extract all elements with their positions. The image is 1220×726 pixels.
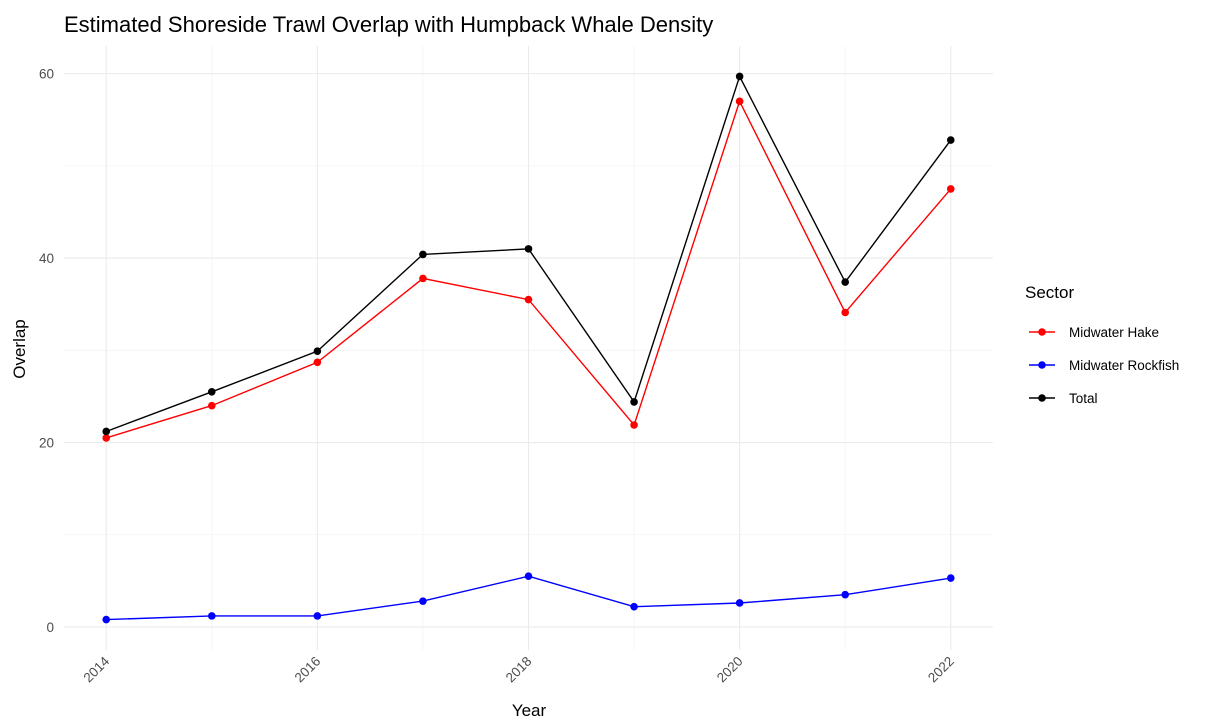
data-point[interactable] <box>313 347 322 356</box>
data-point[interactable] <box>419 274 427 283</box>
x-tick-label: 2014 <box>80 653 112 685</box>
data-point[interactable] <box>313 358 322 367</box>
legend-label: Total <box>1069 391 1098 406</box>
data-point[interactable] <box>207 612 216 620</box>
x-axis-ticks: 2014 2016 2018 2020 2022 <box>80 653 956 685</box>
legend-key-point <box>1038 328 1046 336</box>
chart-title: Estimated Shoreside Trawl Overlap with H… <box>64 12 713 37</box>
data-point[interactable] <box>102 434 111 442</box>
x-tick-label: 2020 <box>714 654 746 686</box>
data-point[interactable] <box>102 427 111 436</box>
data-point[interactable] <box>946 185 955 193</box>
legend-label: Midwater Rockfish <box>1069 358 1179 373</box>
x-tick-label: 2016 <box>292 654 324 686</box>
legend-item: Midwater Hake <box>1029 325 1159 340</box>
data-point[interactable] <box>630 398 638 406</box>
data-point[interactable] <box>419 597 427 605</box>
data-point[interactable] <box>841 308 850 317</box>
legend-item: Total <box>1029 391 1098 406</box>
data-point[interactable] <box>946 136 955 144</box>
legend-label: Midwater Hake <box>1069 325 1159 340</box>
y-tick-label: 20 <box>39 436 54 451</box>
series-total <box>102 72 955 436</box>
data-point[interactable] <box>313 612 322 620</box>
legend: Sector Midwater Hake Midwater Rockfish Tot… <box>1025 283 1179 406</box>
x-tick-label: 2022 <box>925 654 957 686</box>
legend-title: Sector <box>1025 283 1074 302</box>
grid <box>64 46 993 650</box>
x-axis-title: Year <box>512 701 547 720</box>
data-point[interactable] <box>946 574 955 582</box>
legend-key-point <box>1038 361 1046 369</box>
data-point[interactable] <box>630 602 638 611</box>
y-axis-ticks: 0 20 40 60 <box>39 67 54 635</box>
y-tick-label: 40 <box>39 251 54 266</box>
series-layer <box>102 72 955 624</box>
y-tick-label: 60 <box>39 67 54 82</box>
data-point[interactable] <box>524 295 533 304</box>
series-midwater-rockfish <box>102 572 955 624</box>
y-axis-title: Overlap <box>10 319 29 379</box>
data-point[interactable] <box>630 421 638 429</box>
data-point[interactable] <box>841 278 850 286</box>
data-point[interactable] <box>102 615 111 624</box>
data-point[interactable] <box>207 401 216 410</box>
y-tick-label: 0 <box>46 620 54 635</box>
data-point[interactable] <box>524 572 533 581</box>
data-point[interactable] <box>841 590 850 599</box>
legend-key-point <box>1038 394 1046 402</box>
data-point[interactable] <box>735 72 744 81</box>
data-point[interactable] <box>735 97 744 106</box>
series-midwater-hake <box>102 97 955 442</box>
data-point[interactable] <box>207 388 216 396</box>
data-point[interactable] <box>419 250 427 259</box>
legend-item: Midwater Rockfish <box>1029 358 1179 373</box>
x-tick-label: 2018 <box>503 654 535 686</box>
data-point[interactable] <box>524 245 533 253</box>
data-point[interactable] <box>735 599 744 607</box>
